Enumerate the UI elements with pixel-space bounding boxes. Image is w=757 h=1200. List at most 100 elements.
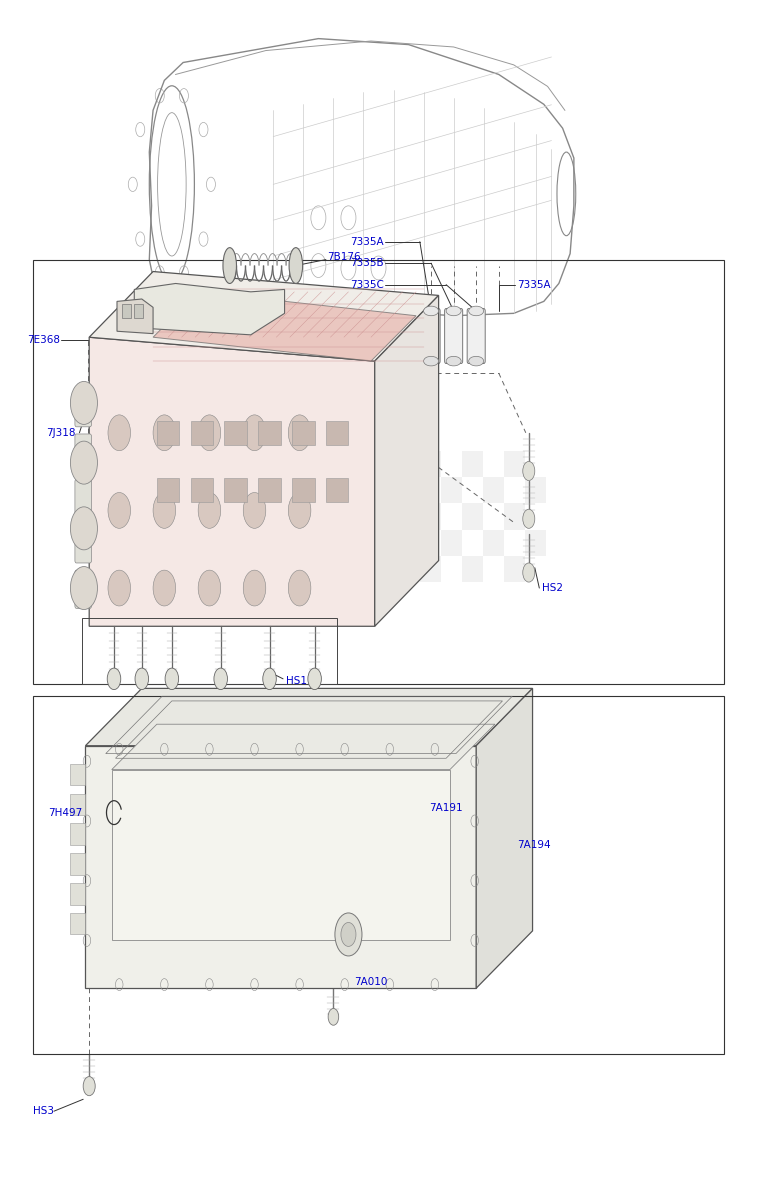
Circle shape [523, 462, 534, 480]
Bar [70, 823, 86, 845]
Ellipse shape [424, 356, 438, 366]
Bar [157, 478, 179, 502]
Text: sc●dia: sc●dia [234, 488, 403, 532]
FancyBboxPatch shape [467, 308, 485, 364]
Circle shape [198, 570, 221, 606]
Polygon shape [89, 337, 375, 626]
Text: 7335C: 7335C [350, 280, 384, 289]
Text: HS3: HS3 [33, 1106, 54, 1116]
Text: 7A010: 7A010 [354, 977, 388, 988]
Bar [525, 476, 546, 503]
Bar [33, 259, 724, 684]
Ellipse shape [424, 306, 438, 316]
Circle shape [263, 668, 276, 690]
Ellipse shape [469, 356, 484, 366]
FancyBboxPatch shape [75, 434, 92, 472]
Bar [504, 451, 525, 476]
FancyBboxPatch shape [75, 570, 92, 608]
Bar [483, 476, 504, 503]
Circle shape [108, 492, 130, 528]
Bar [70, 853, 86, 875]
Circle shape [83, 1076, 95, 1096]
Ellipse shape [469, 306, 484, 316]
Bar [462, 503, 483, 529]
Circle shape [288, 415, 311, 451]
Ellipse shape [446, 306, 461, 316]
Bar [525, 529, 546, 556]
Circle shape [198, 492, 221, 528]
FancyBboxPatch shape [75, 524, 92, 563]
Circle shape [135, 668, 148, 690]
Bar [441, 529, 462, 556]
Ellipse shape [289, 247, 303, 283]
Text: 7335A: 7335A [350, 236, 384, 247]
FancyBboxPatch shape [75, 479, 92, 517]
Ellipse shape [446, 356, 461, 366]
Bar [420, 503, 441, 529]
Circle shape [243, 415, 266, 451]
Circle shape [70, 506, 98, 550]
Text: 7A194: 7A194 [518, 840, 551, 850]
Bar [292, 421, 315, 445]
Text: 7335B: 7335B [350, 258, 384, 268]
Text: 7E368: 7E368 [26, 335, 60, 344]
Ellipse shape [223, 247, 236, 283]
Polygon shape [476, 689, 532, 988]
Circle shape [70, 566, 98, 610]
Text: 7B176: 7B176 [327, 252, 361, 262]
Bar [258, 478, 281, 502]
Circle shape [108, 415, 130, 451]
Circle shape [153, 415, 176, 451]
Text: 7H497: 7H497 [48, 808, 82, 817]
Circle shape [108, 570, 130, 606]
Bar [70, 793, 86, 815]
Text: 7335A: 7335A [518, 280, 551, 289]
Bar [420, 556, 441, 582]
Bar [462, 556, 483, 582]
Bar [504, 503, 525, 529]
Bar [33, 696, 724, 1054]
Circle shape [214, 668, 227, 690]
Text: HS2: HS2 [542, 583, 563, 593]
Circle shape [328, 1008, 338, 1025]
Circle shape [341, 923, 356, 947]
Text: 7J318: 7J318 [46, 427, 76, 438]
Circle shape [308, 668, 322, 690]
Circle shape [107, 668, 121, 690]
Circle shape [198, 415, 221, 451]
Polygon shape [112, 769, 450, 941]
Bar [122, 304, 130, 318]
FancyBboxPatch shape [422, 308, 440, 364]
Bar [134, 304, 143, 318]
Circle shape [288, 492, 311, 528]
Bar [258, 421, 281, 445]
Circle shape [243, 570, 266, 606]
Circle shape [335, 913, 362, 956]
Bar [225, 478, 247, 502]
Bar [191, 478, 213, 502]
Bar [462, 451, 483, 476]
Circle shape [70, 442, 98, 484]
Bar [70, 763, 86, 785]
Bar [441, 476, 462, 503]
Circle shape [523, 509, 534, 528]
Polygon shape [134, 283, 285, 335]
Bar [420, 451, 441, 476]
Polygon shape [375, 295, 438, 626]
Bar [292, 478, 315, 502]
Bar [483, 529, 504, 556]
Circle shape [153, 570, 176, 606]
Circle shape [243, 492, 266, 528]
Circle shape [288, 570, 311, 606]
Circle shape [70, 382, 98, 425]
Bar [70, 883, 86, 905]
Circle shape [523, 563, 534, 582]
Bar [82, 618, 337, 684]
Bar [326, 478, 348, 502]
FancyBboxPatch shape [75, 389, 92, 427]
Text: HS1: HS1 [286, 677, 307, 686]
Bar [326, 421, 348, 445]
Bar [225, 421, 247, 445]
Polygon shape [89, 271, 438, 361]
Text: 7A191: 7A191 [430, 803, 463, 812]
